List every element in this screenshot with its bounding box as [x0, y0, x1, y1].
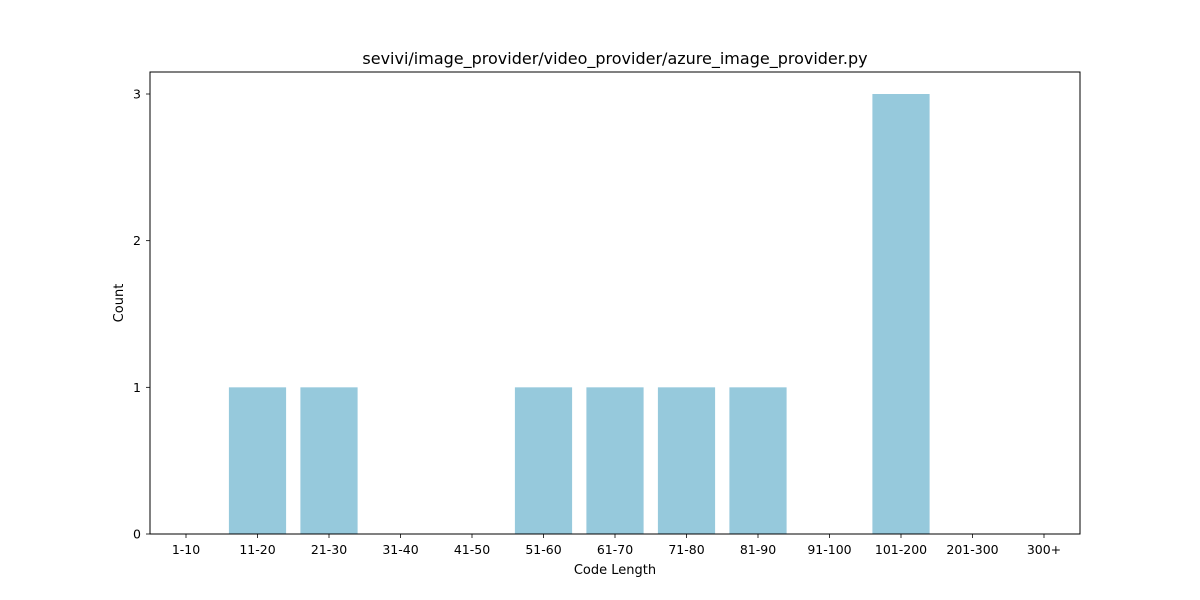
bar-101-200 — [872, 94, 930, 534]
x-tick-label: 300+ — [1027, 542, 1061, 557]
bars-group — [228, 94, 930, 534]
x-tick-label: 101-200 — [875, 542, 927, 557]
x-tick-label: 71-80 — [668, 542, 704, 557]
y-tick-label: 2 — [133, 233, 141, 248]
bar-81-90 — [729, 387, 787, 534]
x-tick-label: 11-20 — [239, 542, 275, 557]
x-tick-label: 21-30 — [311, 542, 347, 557]
x-tick-label: 31-40 — [382, 542, 418, 557]
x-tick-label: 41-50 — [454, 542, 490, 557]
x-tick-label: 81-90 — [740, 542, 776, 557]
x-tick-label: 1-10 — [172, 542, 200, 557]
y-axis-ticks: 0 1 2 3 — [133, 87, 150, 542]
y-axis-label: Count — [112, 284, 127, 323]
bar-21-30 — [300, 387, 358, 534]
bar-51-60 — [514, 387, 573, 534]
y-tick-label: 1 — [133, 380, 141, 395]
y-tick-label: 3 — [133, 87, 141, 102]
x-tick-label: 201-300 — [946, 542, 998, 557]
x-tick-label: 51-60 — [525, 542, 561, 557]
x-tick-label: 61-70 — [597, 542, 633, 557]
bar-71-80 — [657, 387, 716, 534]
bar-11-20 — [228, 387, 287, 534]
bar-61-70 — [586, 387, 644, 534]
x-tick-label: 91-100 — [807, 542, 851, 557]
chart-title: sevivi/image_provider/video_provider/azu… — [362, 49, 867, 69]
y-tick-label: 0 — [133, 527, 141, 542]
x-axis-ticks: 1-10 11-20 21-30 31-40 41-50 51-60 61-70 71-80 8… — [172, 534, 1061, 557]
x-axis-label: Code Length — [574, 563, 656, 578]
